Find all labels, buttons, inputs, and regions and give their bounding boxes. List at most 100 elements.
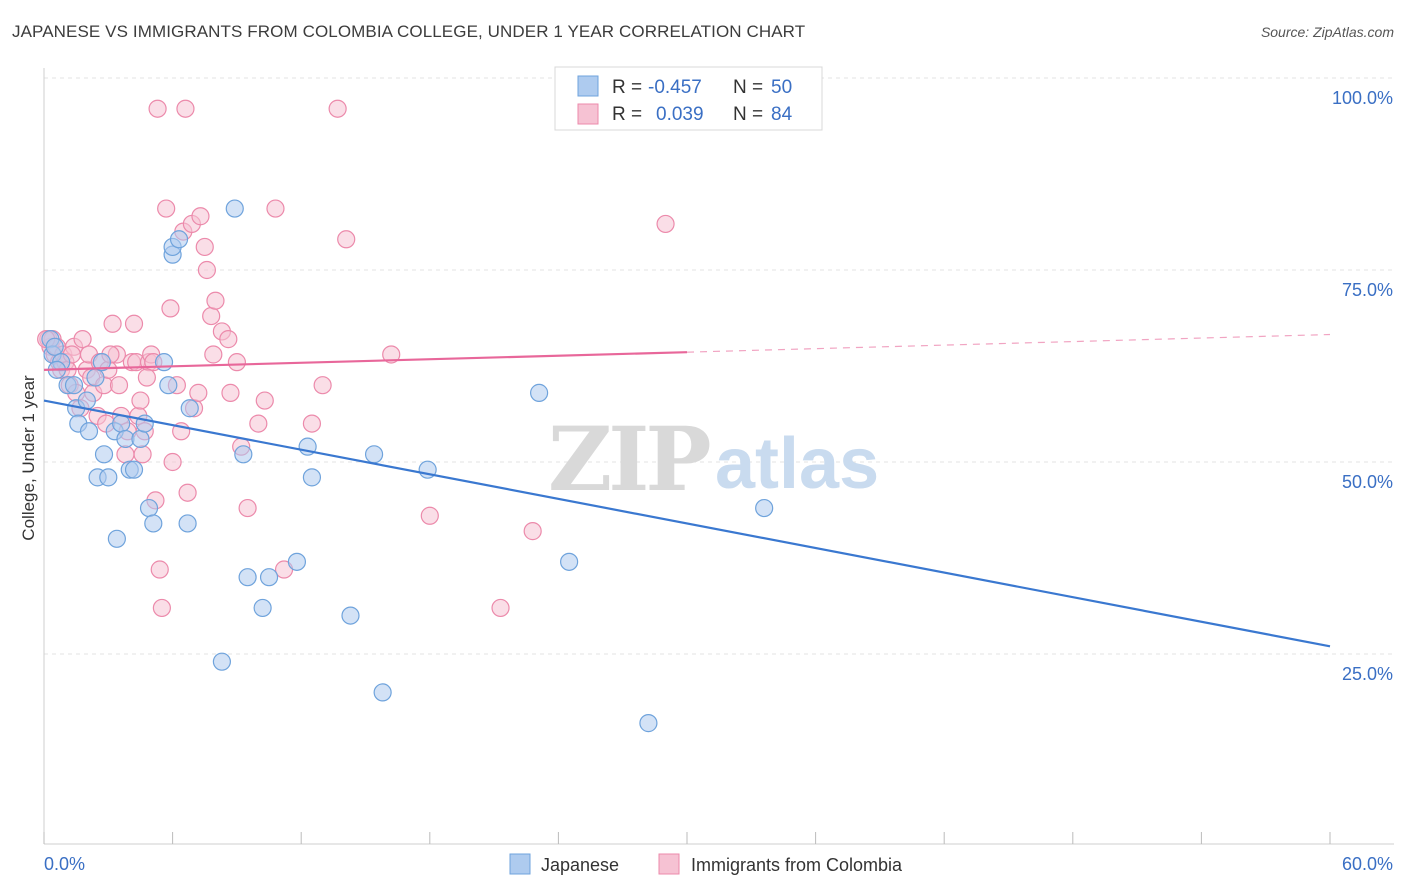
watermark-zip: ZIP bbox=[548, 407, 709, 511]
y-tick-label-100: 100.0% bbox=[1332, 88, 1393, 108]
colombia-point bbox=[131, 391, 150, 410]
colombia-point bbox=[491, 598, 510, 618]
trend-lines bbox=[43, 333, 1331, 648]
colombia-point bbox=[157, 199, 176, 218]
colombia-point bbox=[227, 353, 246, 372]
japanese-point bbox=[159, 376, 178, 395]
japanese-point bbox=[169, 230, 189, 249]
colombia-point bbox=[197, 260, 216, 280]
colombia-point bbox=[152, 598, 171, 618]
japanese-point bbox=[302, 468, 322, 487]
colombia-point bbox=[656, 214, 675, 234]
colombia-trend-extension bbox=[686, 333, 1331, 353]
y-tick-label-50: 50.0% bbox=[1342, 472, 1393, 492]
watermark-atlas: atlas bbox=[715, 424, 879, 504]
colombia-point bbox=[191, 207, 210, 226]
chart-title: JAPANESE VS IMMIGRANTS FROM COLOMBIA COL… bbox=[12, 22, 806, 41]
series-legend: Japanese Immigrants from Colombia bbox=[509, 853, 903, 875]
grid-lines bbox=[44, 77, 1394, 655]
axes bbox=[43, 68, 1394, 845]
colombia-point bbox=[337, 230, 356, 249]
colombia-point bbox=[150, 560, 169, 579]
japanese-point bbox=[238, 568, 257, 587]
japanese-point bbox=[178, 514, 197, 533]
colombia-point bbox=[249, 414, 268, 433]
colombia-point bbox=[266, 199, 285, 218]
legend-swatch-japanese bbox=[577, 75, 599, 97]
colombia-point bbox=[202, 306, 221, 326]
japanese-point bbox=[154, 353, 174, 372]
colombia-point bbox=[238, 498, 257, 518]
colombia-point bbox=[382, 345, 401, 364]
japanese-point bbox=[79, 422, 99, 441]
colombia-point bbox=[109, 376, 129, 395]
japanese-point bbox=[225, 199, 244, 218]
legend-r-label-colombia: R = bbox=[612, 104, 642, 125]
colombia-point bbox=[313, 376, 332, 395]
x-tick-label-max: 60.0% bbox=[1342, 854, 1393, 874]
japanese-point bbox=[94, 445, 114, 464]
japanese-point bbox=[373, 683, 392, 702]
legend-swatch-colombia bbox=[577, 103, 599, 125]
colombia-point bbox=[523, 522, 542, 541]
colombia-point bbox=[189, 383, 208, 402]
japanese-point bbox=[253, 598, 272, 618]
bottom-legend-label-japanese: Japanese bbox=[541, 855, 619, 875]
japanese-point bbox=[64, 376, 84, 395]
japanese-point bbox=[144, 514, 163, 533]
colombia-point bbox=[420, 506, 439, 525]
japanese-point bbox=[139, 498, 159, 518]
x-ticks bbox=[43, 832, 1331, 844]
colombia-point bbox=[219, 330, 238, 349]
japanese-point bbox=[86, 368, 105, 387]
japanese-trend-line bbox=[43, 399, 1331, 648]
japanese-point bbox=[287, 552, 307, 571]
bottom-legend-swatch-japanese bbox=[509, 853, 531, 875]
colombia-point bbox=[163, 452, 182, 472]
legend-n-label-colombia: N = bbox=[733, 104, 763, 125]
colombia-point bbox=[302, 414, 322, 433]
watermark: ZIP atlas bbox=[548, 407, 879, 511]
japanese-point bbox=[124, 460, 144, 479]
bottom-legend-swatch-colombia bbox=[658, 853, 680, 875]
y-tick-label-25: 25.0% bbox=[1342, 664, 1393, 684]
colombia-points bbox=[37, 99, 675, 618]
colombia-point bbox=[176, 99, 195, 118]
x-tick-label-min: 0.0% bbox=[44, 854, 85, 874]
japanese-point bbox=[341, 606, 360, 625]
japanese-point bbox=[560, 552, 579, 571]
japanese-point bbox=[92, 353, 111, 372]
legend-r-label-japanese: R = bbox=[612, 77, 642, 98]
colombia-point bbox=[221, 383, 240, 402]
colombia-point bbox=[204, 345, 223, 364]
stats-legend: R = -0.457 N = 50 R = 0.039 N = 84 bbox=[554, 66, 823, 131]
colombia-point bbox=[133, 445, 152, 464]
colombia-point bbox=[137, 368, 156, 387]
japanese-point bbox=[530, 383, 549, 402]
legend-r-value-japanese: -0.457 bbox=[648, 77, 702, 98]
japanese-point bbox=[259, 568, 279, 587]
colombia-point bbox=[161, 299, 180, 318]
japanese-point bbox=[112, 414, 131, 433]
y-tick-label-75: 75.0% bbox=[1342, 280, 1393, 300]
y-tick-labels: 25.0% 50.0% 75.0% 100.0% bbox=[1332, 88, 1393, 684]
japanese-point bbox=[212, 652, 231, 671]
japanese-point bbox=[234, 445, 253, 464]
colombia-point bbox=[206, 291, 225, 310]
colombia-point bbox=[73, 330, 92, 349]
colombia-point bbox=[116, 445, 135, 464]
japanese-point bbox=[364, 445, 384, 464]
colombia-point bbox=[148, 99, 167, 118]
colombia-point bbox=[124, 314, 144, 333]
legend-r-value-colombia: 0.039 bbox=[656, 104, 704, 125]
bottom-legend-label-colombia: Immigrants from Colombia bbox=[691, 855, 903, 875]
colombia-point bbox=[178, 483, 197, 502]
legend-n-value-colombia: 84 bbox=[771, 104, 793, 125]
colombia-trend-line bbox=[43, 351, 688, 371]
japanese-points bbox=[41, 199, 774, 733]
japanese-point bbox=[107, 529, 126, 548]
colombia-point bbox=[195, 237, 214, 257]
japanese-point bbox=[99, 468, 118, 487]
japanese-point bbox=[45, 337, 64, 356]
